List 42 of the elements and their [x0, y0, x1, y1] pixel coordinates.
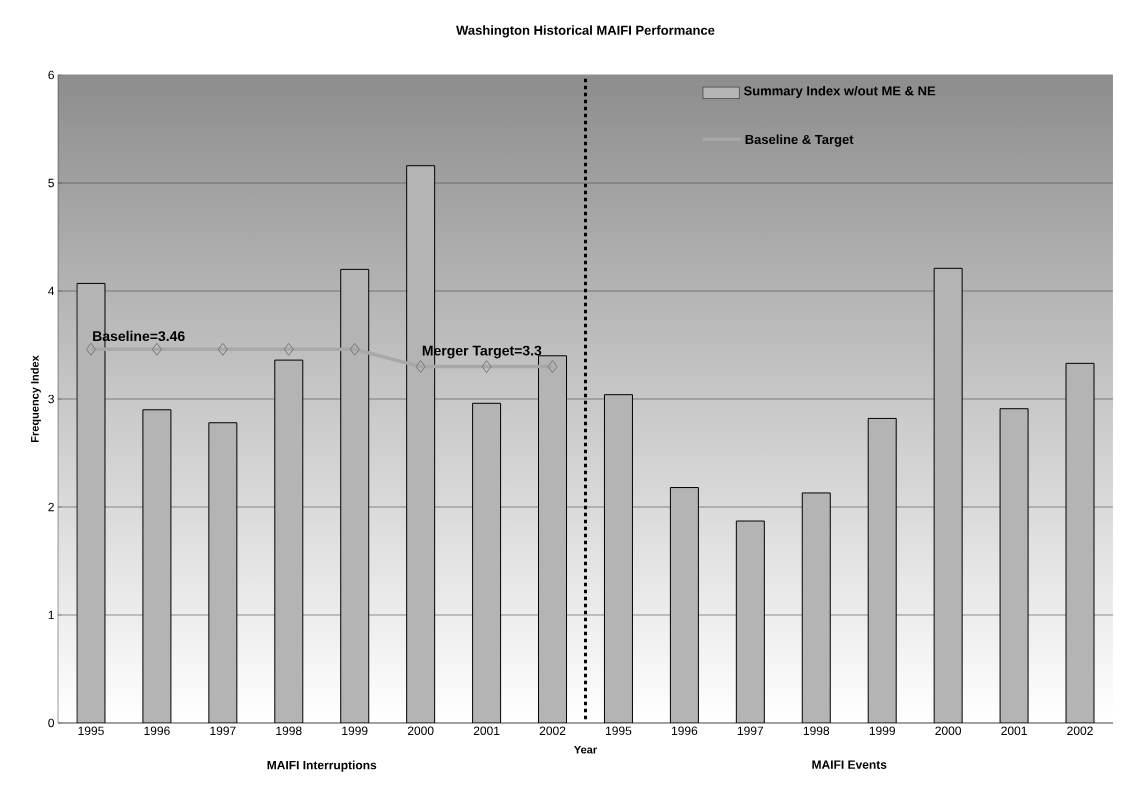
bar — [999, 408, 1029, 723]
x-tick-label: 1996 — [144, 726, 170, 736]
chart-title: Washington Historical MAIFI Performance — [456, 25, 715, 38]
y-tick-label: 4 — [48, 286, 55, 296]
y-tick-label: 3 — [48, 394, 54, 404]
x-tick-label: 2001 — [473, 726, 500, 736]
legend-label: Baseline & Target — [745, 134, 854, 147]
x-tick-label: 1998 — [276, 726, 302, 736]
x-tick-label: 1999 — [342, 726, 368, 736]
bar — [1065, 362, 1095, 723]
x-tick-label: 2001 — [1001, 726, 1027, 736]
bar — [142, 409, 172, 723]
legend-label: Summary Index w/out ME & NE — [743, 85, 936, 99]
text: MAIFI Interruptions — [267, 760, 377, 772]
x-tick-label: 2002 — [1067, 726, 1093, 736]
y-tick-label: 5 — [48, 178, 54, 188]
y-tick-label: 1 — [48, 610, 54, 620]
x-tick-label: 1996 — [671, 726, 698, 736]
text: MAIFI Events — [812, 760, 887, 769]
x-tick-label: 2000 — [407, 726, 434, 736]
annotation: Baseline=3.46 — [93, 330, 185, 342]
x-tick-label: 1999 — [869, 726, 895, 736]
bar — [867, 417, 897, 723]
bar — [801, 492, 831, 723]
bar — [472, 402, 502, 723]
x-axis-title: Year — [574, 745, 597, 754]
x-tick-label: 1995 — [606, 726, 632, 736]
bar — [274, 359, 304, 723]
bar — [603, 394, 633, 723]
x-tick-label: 1997 — [210, 726, 236, 736]
x-tick-label: 1997 — [737, 726, 764, 736]
y-tick-label: 0 — [48, 718, 55, 728]
x-tick-label: 1998 — [803, 726, 830, 736]
bar — [669, 487, 699, 723]
y-axis-title: Frequency Index — [30, 355, 41, 442]
x-tick-label: 2002 — [539, 726, 566, 736]
y-tick-label: 2 — [48, 502, 54, 512]
x-tick-label: 2000 — [935, 726, 962, 736]
bar — [735, 520, 765, 723]
y-tick-label: 6 — [48, 70, 54, 80]
x-tick-label: 1995 — [78, 726, 104, 736]
bar — [208, 422, 238, 723]
